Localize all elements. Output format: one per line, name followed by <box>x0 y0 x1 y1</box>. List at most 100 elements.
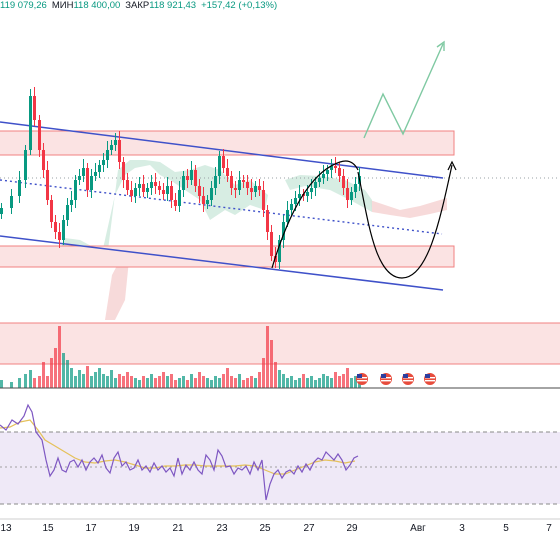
candle[interactable] <box>94 172 97 176</box>
candle[interactable] <box>306 192 309 196</box>
candle[interactable] <box>238 180 241 190</box>
candle[interactable] <box>70 200 73 205</box>
candle[interactable] <box>338 168 341 176</box>
candle[interactable] <box>334 166 337 168</box>
candle[interactable] <box>178 190 181 206</box>
candle[interactable] <box>18 180 21 196</box>
candle[interactable] <box>0 208 3 214</box>
demand-zone[interactable] <box>0 245 455 268</box>
candle[interactable] <box>158 186 161 190</box>
candle[interactable] <box>50 200 53 222</box>
candle[interactable] <box>274 256 277 262</box>
candle[interactable] <box>82 168 85 176</box>
candle[interactable] <box>122 162 125 180</box>
candle[interactable] <box>182 176 185 190</box>
us-flag-icon[interactable] <box>380 373 392 385</box>
candle[interactable] <box>110 145 113 150</box>
candle[interactable] <box>310 188 313 192</box>
candle[interactable] <box>186 176 189 180</box>
candle[interactable] <box>342 176 345 188</box>
x-axis[interactable]: 13 15 17 19 21 23 25 27 29 Авг 3 5 7 <box>0 523 552 534</box>
candle[interactable] <box>29 96 32 150</box>
candle[interactable] <box>166 186 169 194</box>
candle[interactable] <box>78 176 81 180</box>
candle[interactable] <box>154 182 157 186</box>
candle[interactable] <box>86 168 89 190</box>
candle[interactable] <box>118 140 121 162</box>
candle[interactable] <box>294 198 297 204</box>
candlestick-series[interactable] <box>0 87 361 269</box>
candle[interactable] <box>174 200 177 206</box>
candle[interactable] <box>54 222 57 232</box>
candle[interactable] <box>74 180 77 200</box>
us-flag-icon[interactable] <box>356 373 368 385</box>
candle[interactable] <box>24 150 27 180</box>
candle[interactable] <box>134 188 137 196</box>
candle[interactable] <box>58 232 61 240</box>
candle[interactable] <box>130 190 133 196</box>
volume-pane[interactable] <box>0 322 560 389</box>
candle[interactable] <box>322 174 325 178</box>
candle[interactable] <box>142 184 145 192</box>
candle[interactable] <box>190 170 193 180</box>
candle[interactable] <box>278 240 281 262</box>
us-flag-icon[interactable] <box>424 373 436 385</box>
us-flag-icon[interactable] <box>402 373 414 385</box>
candle[interactable] <box>62 220 65 240</box>
candle[interactable] <box>146 188 149 192</box>
candle[interactable] <box>206 200 209 204</box>
channel-lower-line[interactable] <box>0 235 444 291</box>
candle[interactable] <box>214 176 217 188</box>
candle[interactable] <box>126 180 129 190</box>
candle[interactable] <box>234 188 237 190</box>
candle[interactable] <box>262 190 265 210</box>
candle[interactable] <box>170 186 173 200</box>
candle[interactable] <box>102 160 105 165</box>
candle[interactable] <box>266 210 269 232</box>
candle[interactable] <box>254 186 257 192</box>
candle[interactable] <box>202 196 205 204</box>
candle[interactable] <box>66 205 69 220</box>
candle[interactable] <box>314 182 317 188</box>
candle[interactable] <box>346 188 349 200</box>
candle[interactable] <box>258 186 261 190</box>
candle[interactable] <box>222 156 225 168</box>
channel-midline[interactable] <box>0 179 443 235</box>
candle[interactable] <box>350 192 353 200</box>
candle[interactable] <box>326 170 329 174</box>
candle[interactable] <box>42 150 45 170</box>
candle[interactable] <box>98 165 101 172</box>
candle[interactable] <box>226 168 229 176</box>
candle[interactable] <box>270 232 273 256</box>
candle[interactable] <box>242 180 245 182</box>
candle[interactable] <box>46 170 49 200</box>
candle[interactable] <box>198 186 201 196</box>
candle[interactable] <box>194 170 197 186</box>
curved-projection-arrow[interactable] <box>357 164 453 279</box>
candle[interactable] <box>282 222 285 240</box>
candle[interactable] <box>33 96 36 120</box>
candle[interactable] <box>298 194 301 198</box>
candle[interactable] <box>218 156 221 176</box>
candle[interactable] <box>114 140 117 145</box>
candle[interactable] <box>162 190 165 194</box>
candle[interactable] <box>90 176 93 190</box>
price-pane[interactable] <box>0 40 560 320</box>
channel-upper-line[interactable] <box>0 121 444 179</box>
projected-path-arrow[interactable] <box>363 43 444 139</box>
candle[interactable] <box>230 176 233 188</box>
candle[interactable] <box>330 166 333 170</box>
candle[interactable] <box>246 182 249 188</box>
candle[interactable] <box>150 182 153 188</box>
uptrend-arc[interactable] <box>271 160 359 269</box>
candle[interactable] <box>10 196 13 208</box>
candle[interactable] <box>38 120 41 150</box>
candle[interactable] <box>210 188 213 200</box>
rsi-pane[interactable] <box>0 403 560 505</box>
candle[interactable] <box>250 188 253 192</box>
candle[interactable] <box>290 204 293 210</box>
candle[interactable] <box>318 178 321 182</box>
economic-events[interactable] <box>356 373 436 385</box>
